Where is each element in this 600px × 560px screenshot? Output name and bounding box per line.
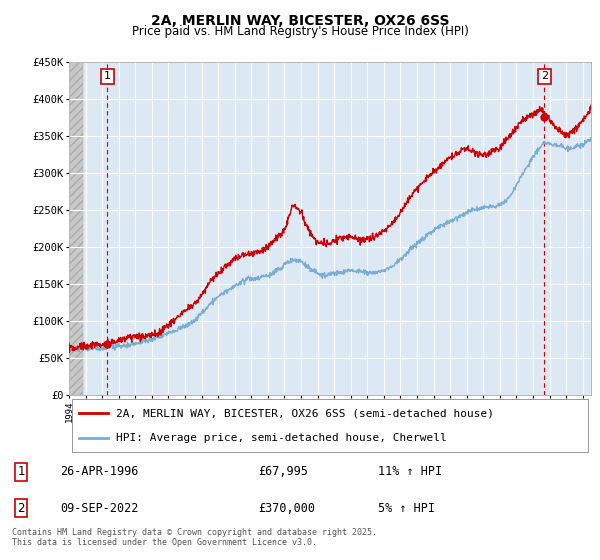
FancyBboxPatch shape <box>71 399 589 452</box>
Text: £67,995: £67,995 <box>258 465 308 478</box>
Text: 5% ↑ HPI: 5% ↑ HPI <box>378 502 435 515</box>
Text: Price paid vs. HM Land Registry's House Price Index (HPI): Price paid vs. HM Land Registry's House … <box>131 25 469 38</box>
Text: 1: 1 <box>104 72 111 81</box>
Text: 26-APR-1996: 26-APR-1996 <box>60 465 139 478</box>
Text: HPI: Average price, semi-detached house, Cherwell: HPI: Average price, semi-detached house,… <box>116 433 447 443</box>
Bar <box>69 62 83 395</box>
Text: 2A, MERLIN WAY, BICESTER, OX26 6SS (semi-detached house): 2A, MERLIN WAY, BICESTER, OX26 6SS (semi… <box>116 408 494 418</box>
Text: 2A, MERLIN WAY, BICESTER, OX26 6SS: 2A, MERLIN WAY, BICESTER, OX26 6SS <box>151 14 449 28</box>
Text: Contains HM Land Registry data © Crown copyright and database right 2025.
This d: Contains HM Land Registry data © Crown c… <box>12 528 377 547</box>
Text: 11% ↑ HPI: 11% ↑ HPI <box>378 465 442 478</box>
Text: 09-SEP-2022: 09-SEP-2022 <box>60 502 139 515</box>
Text: 1: 1 <box>17 465 25 478</box>
Text: £370,000: £370,000 <box>258 502 315 515</box>
Text: 2: 2 <box>17 502 25 515</box>
Text: 2: 2 <box>541 72 548 81</box>
